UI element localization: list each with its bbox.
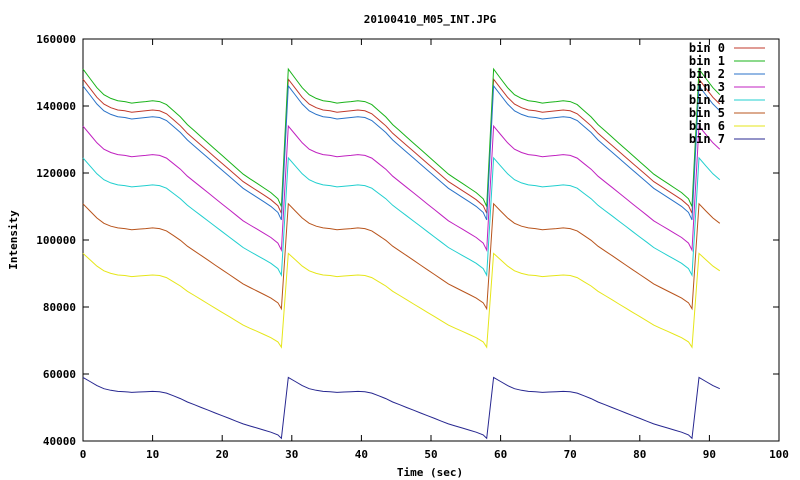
y-tick-label: 80000 [43, 301, 76, 314]
legend-label-bin-0: bin 0 [689, 41, 725, 55]
y-tick-label: 160000 [36, 33, 76, 46]
legend-label-bin-5: bin 5 [689, 106, 725, 120]
x-tick-label: 60 [494, 448, 507, 461]
legend-label-bin-1: bin 1 [689, 54, 725, 68]
x-tick-label: 70 [564, 448, 577, 461]
y-axis-label: Intensity [7, 210, 20, 270]
legend-label-bin-4: bin 4 [689, 93, 725, 107]
y-tick-label: 140000 [36, 100, 76, 113]
legend-label-bin-2: bin 2 [689, 67, 725, 81]
series-lines [82, 67, 721, 440]
x-tick-label: 0 [80, 448, 87, 461]
series-line-bin-1 [82, 67, 721, 207]
series-line-bin-4 [82, 156, 721, 278]
legend-label-bin-6: bin 6 [689, 119, 725, 133]
x-tick-label: 80 [633, 448, 646, 461]
series-line-bin-0 [82, 77, 721, 214]
x-tick-label: 30 [285, 448, 298, 461]
legend-label-bin-3: bin 3 [689, 80, 725, 94]
x-tick-label: 20 [216, 448, 229, 461]
x-tick-label: 50 [424, 448, 437, 461]
y-tick-label: 40000 [43, 435, 76, 448]
x-tick-label: 90 [703, 448, 716, 461]
x-tick-label: 10 [146, 448, 159, 461]
chart-title: 20100410_M05_INT.JPG [364, 13, 497, 26]
series-line-bin-3 [82, 124, 721, 253]
x-tick-label: 100 [769, 448, 789, 461]
y-tick-label: 120000 [36, 167, 76, 180]
series-line-bin-7 [82, 376, 721, 440]
x-axis-label: Time (sec) [397, 466, 463, 479]
x-tick-label: 40 [355, 448, 368, 461]
axis-ticks: 0 10 20 30 40 50 60 70 80 90 100 40000 60000 80000 100… [36, 33, 789, 461]
series-line-bin-5 [82, 202, 721, 311]
legend-label-bin-7: bin 7 [689, 132, 725, 146]
series-line-bin-6 [82, 252, 721, 349]
y-tick-label: 100000 [36, 234, 76, 247]
series-line-bin-2 [82, 84, 721, 221]
plot-frame [82, 38, 780, 442]
y-tick-label: 60000 [43, 368, 76, 381]
